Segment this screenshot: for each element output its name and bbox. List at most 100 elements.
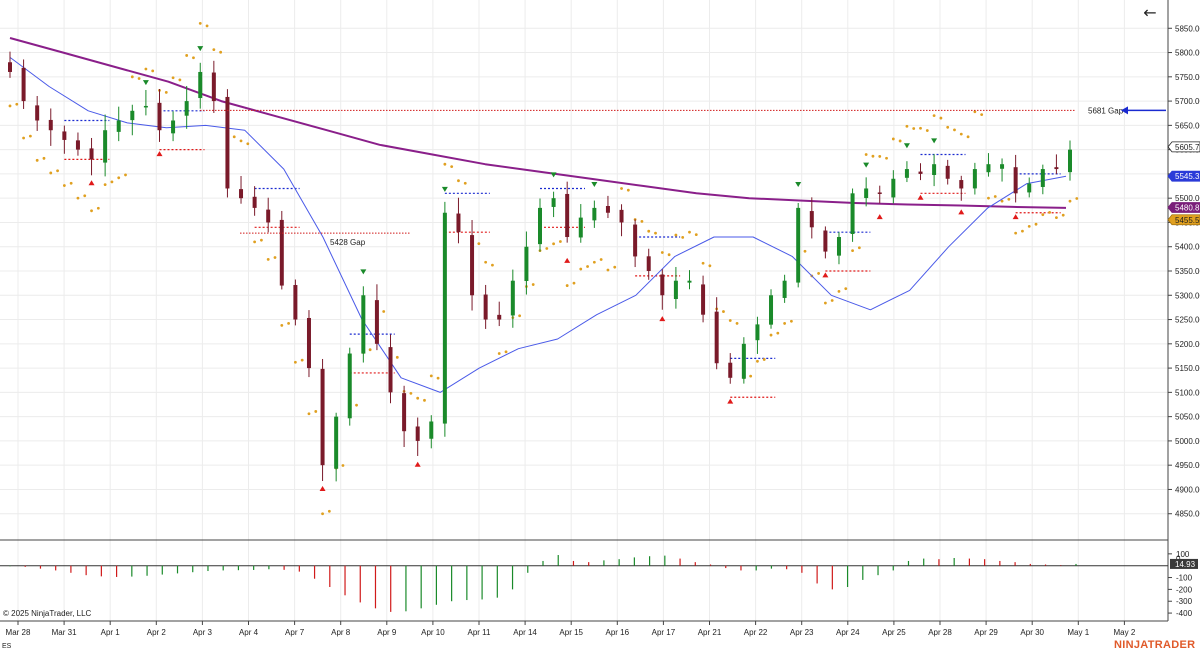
price-tick-label: 5050.00	[1175, 413, 1200, 422]
price-tick-label: 5250.00	[1175, 316, 1200, 325]
psar-dot	[280, 323, 284, 327]
price-badge	[1167, 214, 1200, 226]
date-label: Apr 4	[239, 628, 259, 637]
psar-dot	[953, 128, 956, 132]
psar-dot	[463, 181, 467, 185]
psar-dot	[939, 116, 943, 120]
candle-body	[48, 119, 53, 131]
psar-dot	[69, 181, 73, 185]
psar-dot	[382, 310, 386, 313]
brand-logo: NINJATRADER	[1114, 639, 1195, 651]
candle-body	[1054, 167, 1059, 170]
price-badge-label: 5480.87	[1175, 203, 1200, 212]
psar-dot	[647, 229, 651, 233]
date-label: Apr 22	[744, 628, 768, 637]
candle-body	[306, 317, 311, 369]
psar-dot	[932, 114, 936, 118]
candle-body	[157, 102, 162, 131]
swing-low-marker	[319, 486, 326, 492]
psar-dot	[49, 171, 53, 175]
candle-body	[497, 314, 502, 320]
candle-body	[836, 237, 841, 256]
psar-dot	[980, 113, 984, 117]
date-label: Apr 16	[606, 628, 630, 637]
psar-dot	[76, 196, 80, 200]
psar-dot	[586, 265, 589, 268]
swing-low-marker	[917, 194, 924, 200]
psar-dot	[592, 260, 596, 264]
psar-dot	[674, 233, 678, 237]
psar-dot	[198, 22, 202, 25]
macd-tick-label: -100	[1176, 574, 1193, 583]
price-axis[interactable]: 4850.00 4900.00 4950.00 5000.00 5050.00 5100.…	[1168, 24, 1200, 519]
candle-body	[904, 169, 909, 178]
psar-dot	[450, 165, 454, 169]
macd-histogram	[0, 555, 1168, 612]
psar-dot	[885, 156, 888, 160]
psar-dot	[341, 464, 345, 467]
psar-dot	[518, 314, 522, 318]
date-label: Apr 15	[559, 628, 583, 637]
macd-current-badge	[1170, 558, 1198, 569]
candle-body	[850, 193, 855, 234]
psar-dot	[837, 289, 841, 293]
sma-slow-line	[9, 37, 1067, 209]
candle-body	[986, 164, 991, 173]
candle-body	[279, 219, 284, 286]
grid-lines	[0, 0, 1168, 621]
psar-dot	[905, 124, 909, 128]
time-axis[interactable]: Mar 28 Mar 31 Apr 1 Apr 2 Apr 3 Apr 4 Apr 7 Apr…	[6, 621, 1136, 637]
candle-body	[483, 294, 488, 320]
candle-body	[864, 188, 869, 199]
psar-dot	[35, 158, 39, 162]
swing-high-marker	[903, 143, 910, 149]
price-tick-label: 5100.00	[1175, 388, 1200, 397]
swing-low-marker	[876, 214, 883, 220]
date-label: Apr 17	[652, 628, 676, 637]
psar-dot	[891, 137, 895, 141]
psar-dot	[185, 54, 189, 57]
candle-body	[592, 207, 597, 221]
macd-tick-label: -200	[1176, 585, 1193, 594]
psar-dot	[762, 358, 766, 361]
candle-body	[972, 169, 977, 189]
date-label: Apr 25	[882, 628, 906, 637]
gap-arrow-head-icon	[1121, 106, 1128, 115]
candle-body	[782, 280, 787, 298]
swing-high-marker	[142, 80, 149, 86]
psar-dot	[783, 322, 787, 325]
date-label: Apr 7	[285, 628, 305, 637]
psar-dot	[192, 56, 195, 60]
candle-body	[211, 72, 216, 102]
sma-slow-path	[9, 37, 1067, 209]
psar-dot	[857, 246, 861, 250]
candle-body	[239, 189, 244, 199]
psar-dot	[321, 512, 324, 516]
swing-low-marker	[958, 209, 965, 215]
candle-body	[959, 180, 964, 189]
psar-dot	[993, 195, 997, 198]
price-badge	[1167, 202, 1200, 213]
psar-dot	[925, 129, 929, 132]
price-badge-label: 5545.32	[1175, 172, 1200, 181]
gap-label: 5428 Gap	[330, 238, 366, 247]
back-arrow-icon[interactable]: ←	[1143, 3, 1157, 22]
candle-body	[35, 105, 40, 121]
psar-dot	[654, 231, 657, 235]
date-label: Apr 30	[1020, 628, 1044, 637]
candle-body	[701, 284, 706, 315]
candle-body	[361, 295, 366, 354]
price-tick-label: 5150.00	[1175, 364, 1200, 373]
candle-body	[524, 246, 529, 281]
candle-body	[1068, 149, 1072, 173]
swing-high-marker	[550, 172, 557, 178]
date-label: Apr 10	[421, 628, 445, 637]
psar-dot	[667, 253, 671, 257]
date-label: Apr 28	[928, 628, 952, 637]
date-label: Apr 11	[468, 628, 492, 637]
candle-body	[8, 62, 12, 72]
candle-body	[1013, 167, 1018, 194]
date-label: Apr 14	[513, 628, 537, 637]
psar-dot	[776, 331, 780, 335]
